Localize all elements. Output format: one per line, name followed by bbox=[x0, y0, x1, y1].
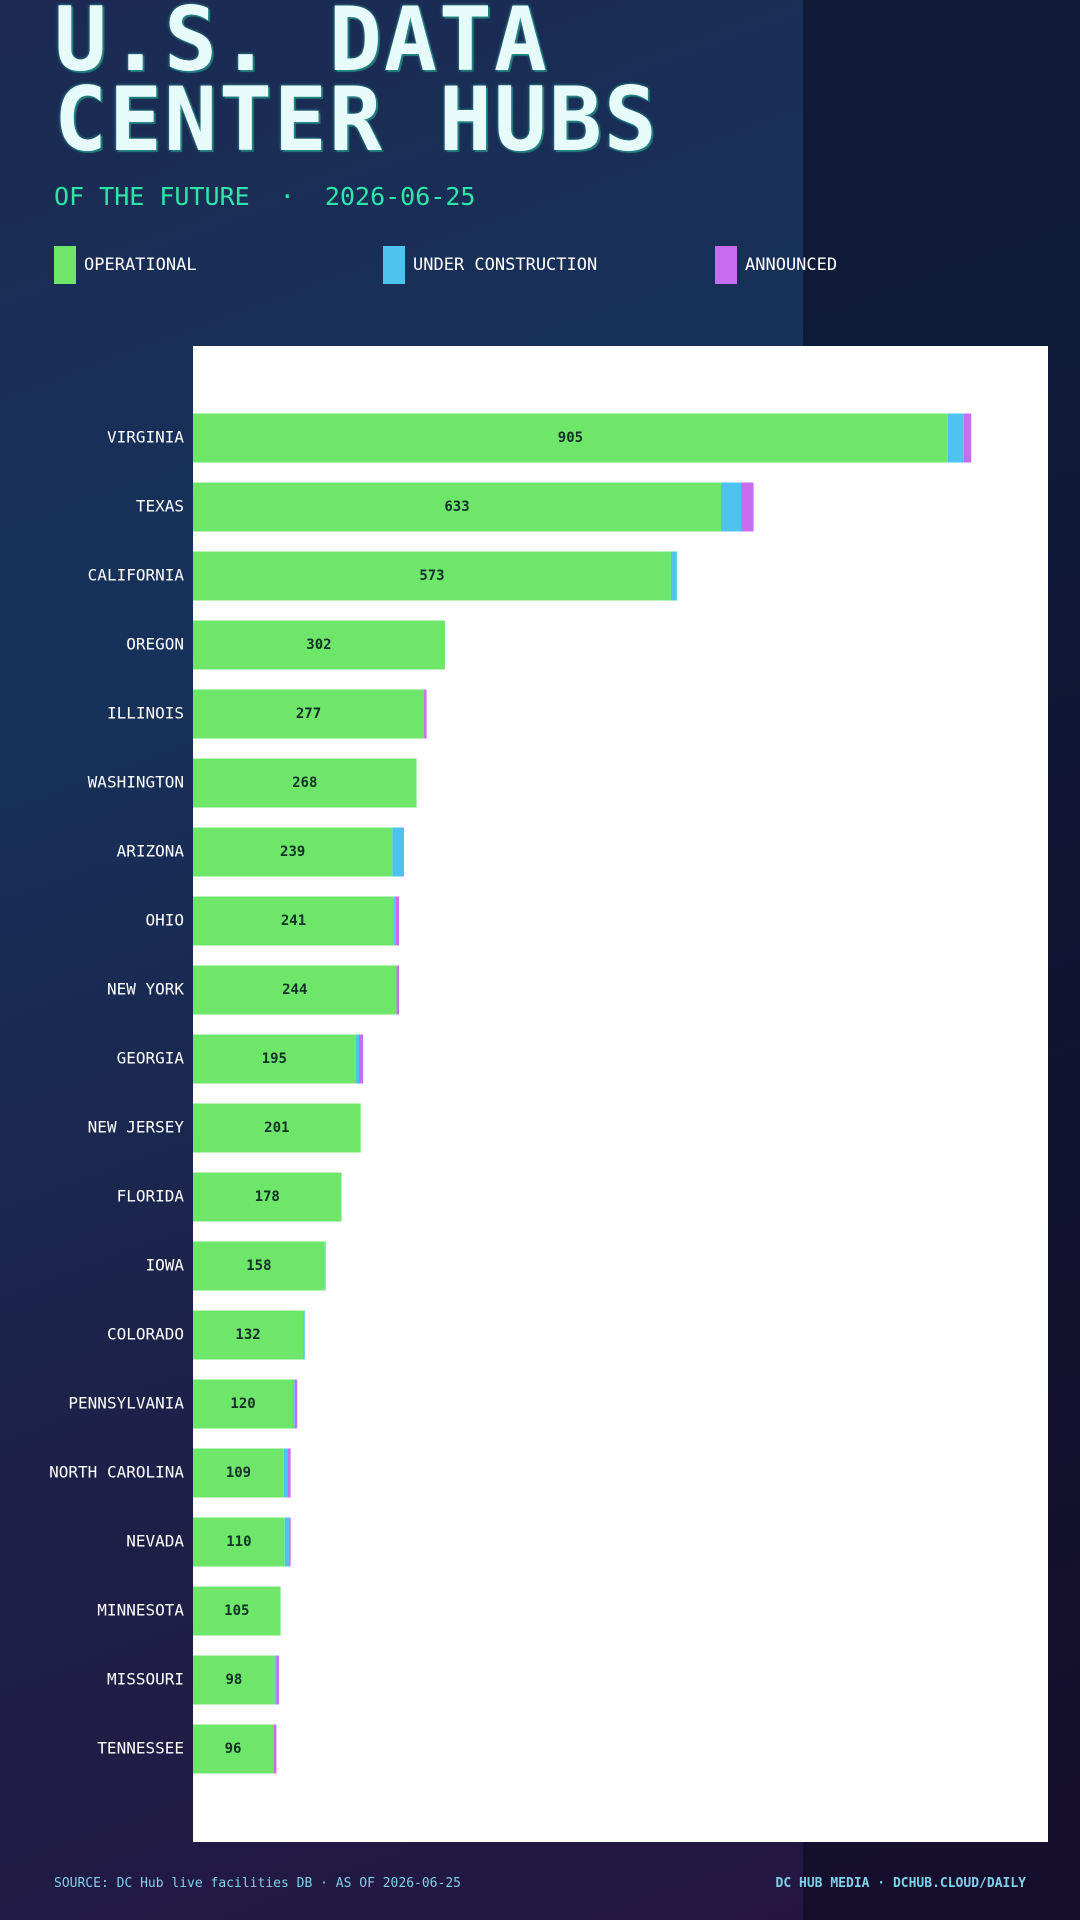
bar-segment bbox=[193, 413, 948, 463]
category-label: COLORADO bbox=[107, 1325, 184, 1344]
category-label: IOWA bbox=[145, 1256, 184, 1275]
bar-segment bbox=[721, 482, 742, 532]
bar-segment bbox=[193, 1034, 356, 1084]
chart-subtitle: OF THE FUTURE · 2026-06-25 bbox=[54, 182, 476, 211]
bar-segment bbox=[193, 965, 397, 1015]
value-label: 195 bbox=[262, 1051, 287, 1067]
bar-segment bbox=[358, 1034, 364, 1084]
bar-segment bbox=[284, 1517, 289, 1567]
category-label: TEXAS bbox=[136, 497, 184, 516]
value-label: 178 bbox=[255, 1189, 280, 1205]
bar-segment bbox=[193, 758, 417, 808]
value-label: 105 bbox=[224, 1603, 249, 1619]
bar-segment bbox=[288, 1517, 291, 1567]
bar-segment bbox=[396, 965, 400, 1015]
value-label: 633 bbox=[444, 499, 469, 515]
bar-segment bbox=[193, 482, 722, 532]
bar-segment bbox=[193, 1586, 281, 1636]
category-label: TENNESSEE bbox=[97, 1739, 184, 1758]
source-note: SOURCE: DC Hub live facilities DB · AS O… bbox=[54, 1876, 461, 1891]
value-label: 573 bbox=[419, 568, 444, 584]
bar-segment bbox=[273, 1724, 277, 1774]
bar-segment bbox=[395, 896, 400, 946]
bar-segment bbox=[193, 551, 671, 601]
bar-segment bbox=[274, 1655, 277, 1705]
value-label: 905 bbox=[558, 430, 583, 446]
bar-segment bbox=[963, 413, 972, 463]
bar-segment bbox=[193, 1172, 342, 1222]
value-label: 109 bbox=[226, 1465, 251, 1481]
legend-swatch bbox=[54, 246, 76, 284]
legend-label: UNDER CONSTRUCTION bbox=[413, 255, 597, 275]
bar-segment bbox=[276, 1655, 279, 1705]
bar-segment bbox=[303, 1310, 305, 1360]
value-label: 268 bbox=[292, 775, 317, 791]
bar-segment bbox=[283, 1448, 288, 1498]
bar-segment bbox=[273, 1724, 274, 1774]
bar-segment bbox=[193, 1310, 304, 1360]
category-label: MINNESOTA bbox=[97, 1601, 184, 1620]
value-label: 158 bbox=[246, 1258, 271, 1274]
category-label: OREGON bbox=[126, 635, 184, 654]
bar-segment bbox=[293, 1379, 295, 1429]
legend-label: OPERATIONAL bbox=[84, 255, 197, 275]
category-label: FLORIDA bbox=[117, 1187, 185, 1206]
category-label: NEW YORK bbox=[107, 980, 184, 999]
bar-segment bbox=[193, 1241, 325, 1291]
bar-segment bbox=[670, 551, 677, 601]
category-label: NEVADA bbox=[126, 1532, 184, 1551]
value-label: 120 bbox=[230, 1396, 255, 1412]
bar-segment bbox=[193, 689, 425, 739]
bar-segment bbox=[193, 620, 445, 670]
category-label: OHIO bbox=[145, 911, 184, 930]
value-label: 132 bbox=[235, 1327, 260, 1343]
category-label: MISSOURI bbox=[107, 1670, 184, 1689]
category-label: NORTH CAROLINA bbox=[49, 1463, 184, 1482]
credit: DC HUB MEDIA · DCHUB.CLOUD/DAILY bbox=[775, 1876, 1026, 1891]
chart-title: U.S. DATA CENTER HUBS bbox=[54, 0, 659, 171]
value-label: 239 bbox=[280, 844, 305, 860]
bar-segment bbox=[193, 1448, 284, 1498]
value-label: 277 bbox=[296, 706, 321, 722]
bar-segment bbox=[193, 896, 395, 946]
bar-segment bbox=[392, 827, 405, 877]
value-label: 244 bbox=[282, 982, 307, 998]
bar-segment bbox=[193, 827, 393, 877]
bar-segment bbox=[193, 1655, 275, 1705]
value-label: 201 bbox=[264, 1120, 289, 1136]
value-label: 110 bbox=[226, 1534, 251, 1550]
value-label: 98 bbox=[225, 1672, 242, 1688]
bar-segment bbox=[741, 482, 754, 532]
bar-segment bbox=[355, 1034, 359, 1084]
bar-segment bbox=[294, 1379, 298, 1429]
category-label: CALIFORNIA bbox=[88, 566, 185, 585]
category-label: WASHINGTON bbox=[88, 773, 184, 792]
bar-segment bbox=[193, 1517, 285, 1567]
category-label: ILLINOIS bbox=[107, 704, 184, 723]
bar-segment bbox=[193, 1103, 361, 1153]
value-label: 96 bbox=[225, 1741, 242, 1757]
legend-swatch bbox=[383, 246, 405, 284]
bar-segment bbox=[324, 1241, 326, 1291]
legend-swatch bbox=[715, 246, 737, 284]
category-label: ARIZONA bbox=[117, 842, 185, 861]
bar-segment bbox=[287, 1448, 291, 1498]
category-label: GEORGIA bbox=[117, 1049, 185, 1068]
bar-segment bbox=[193, 1724, 274, 1774]
category-label: NEW JERSEY bbox=[88, 1118, 185, 1137]
bar-segment bbox=[193, 1379, 294, 1429]
bar-segment bbox=[947, 413, 964, 463]
bar-segment bbox=[394, 896, 396, 946]
category-label: PENNSYLVANIA bbox=[68, 1394, 184, 1413]
category-label: VIRGINIA bbox=[107, 428, 184, 447]
bar-segment bbox=[424, 689, 427, 739]
value-label: 302 bbox=[306, 637, 331, 653]
legend-label: ANNOUNCED bbox=[745, 255, 837, 275]
value-label: 241 bbox=[281, 913, 306, 929]
